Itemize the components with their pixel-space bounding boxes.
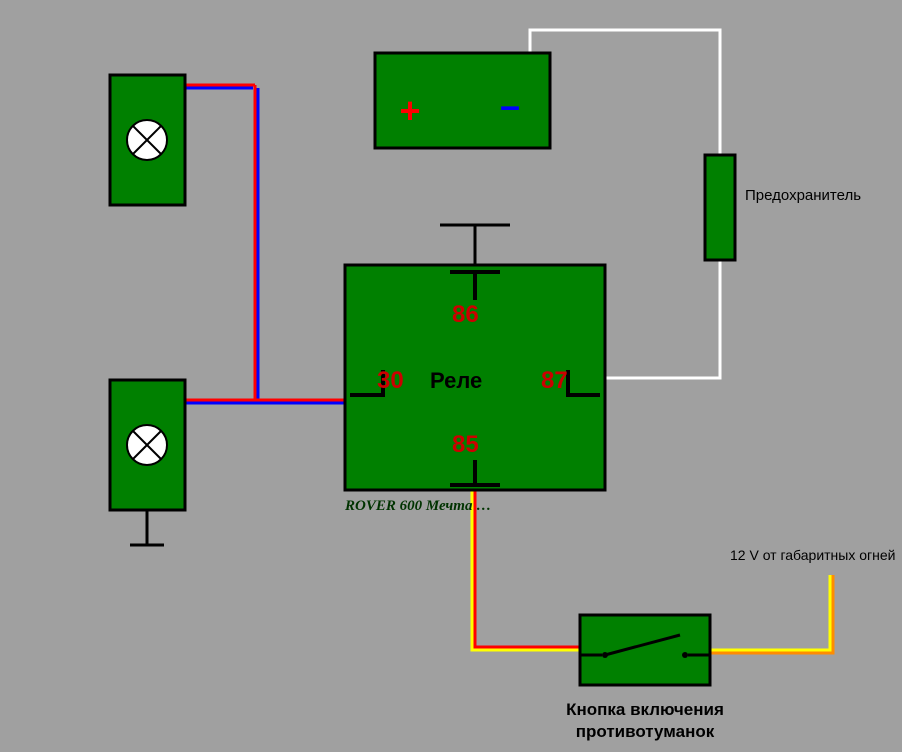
svg-text:12 V от габаритных огней: 12 V от габаритных огней [730,547,895,563]
svg-text:85: 85 [452,431,479,458]
svg-text:противотуманок: противотуманок [576,722,715,741]
svg-text:Предохранитель: Предохранитель [745,187,861,204]
fuse [705,155,735,260]
svg-text:+: + [399,90,420,131]
svg-text:Реле: Реле [430,368,482,393]
wiring-diagram: + – Предохранитель 30 85 86 87 Реле ROVER 600 Ме… [0,0,902,752]
svg-text:30: 30 [377,367,404,394]
svg-text:87: 87 [541,367,568,394]
svg-text:86: 86 [452,301,479,328]
svg-text:ROVER 600 Мечта …: ROVER 600 Мечта … [344,498,491,514]
svg-text:–: – [500,85,520,126]
svg-text:Кнопка включения: Кнопка включения [566,700,724,719]
switch [580,615,710,685]
